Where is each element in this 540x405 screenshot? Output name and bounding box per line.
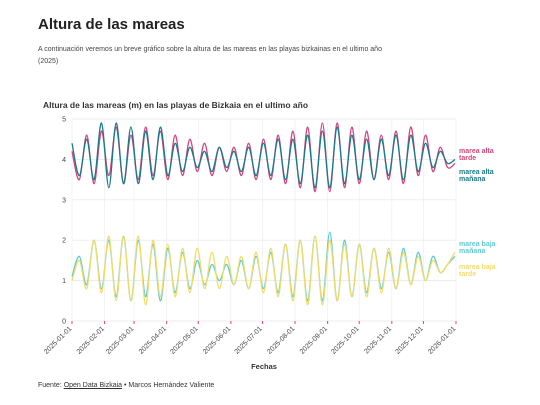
x-tick-label: 2025-05-01 <box>169 325 199 355</box>
x-tick-label: 2025-12-01 <box>395 325 425 355</box>
series-line <box>71 122 456 189</box>
legend-label: marea alta mañana <box>459 169 494 183</box>
legend-label: marea baja mañana <box>459 241 496 255</box>
x-tick-label: 2025-09-01 <box>299 325 329 355</box>
source-link[interactable]: Open Data Bizkaia <box>63 382 123 389</box>
x-tick-label: 2025-06-01 <box>202 325 232 355</box>
source: Fuente: Open Data Bizkaia • Marcos Herná… <box>38 382 214 389</box>
chart-title: Altura de las mareas (m) en las playas d… <box>43 100 308 110</box>
source-prefix: Fuente: <box>38 382 62 389</box>
y-tick-label: 2 <box>62 238 66 245</box>
legend-label: marea alta tarde <box>459 148 494 162</box>
x-tick-label: 2025-01-01 <box>43 325 73 355</box>
page-subtitle: A continuación veremos un breve gráfico … <box>38 46 382 65</box>
source-suffix: • Marcos Hernández Valiente <box>124 382 215 389</box>
x-axis-label: Fechas <box>251 362 277 371</box>
y-tick-label: 4 <box>62 157 66 164</box>
series-line <box>71 235 456 306</box>
x-tick-label: 2025-07-01 <box>234 325 264 355</box>
x-tick-label: 2025-02-01 <box>76 325 106 355</box>
x-tick-label: 2025-04-01 <box>138 325 168 355</box>
x-tick-label: 2025-11-01 <box>363 325 393 355</box>
y-tick-label: 1 <box>62 278 66 285</box>
page-title: Altura de las mareas <box>38 16 185 33</box>
legend-label: marea baja tarde <box>459 264 496 278</box>
y-tick-label: 3 <box>62 197 66 204</box>
x-tick-label: 2025-08-01 <box>266 325 296 355</box>
x-tick-label: 2026-01-01 <box>427 325 457 355</box>
y-tick-label: 0 <box>62 319 66 326</box>
x-tick-label: 2025-03-01 <box>105 325 135 355</box>
y-tick-label: 5 <box>62 117 66 124</box>
x-tick-label: 2025-10-01 <box>330 325 360 355</box>
